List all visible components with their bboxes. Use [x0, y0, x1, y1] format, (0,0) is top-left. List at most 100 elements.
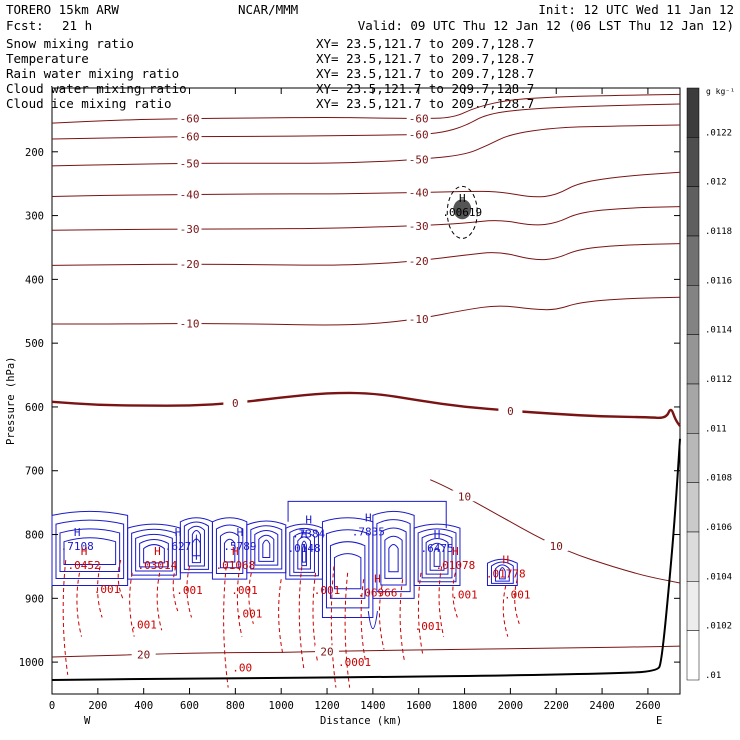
- x-tick-label: 1800: [452, 700, 477, 712]
- maximum-value: .06966: [358, 587, 398, 600]
- contour-label-bg: [406, 186, 431, 198]
- contour-label-bg: [177, 188, 202, 200]
- contour-label-bg: [131, 648, 156, 660]
- x-tick-label: 2400: [589, 700, 614, 712]
- x-tick-label: 0: [49, 700, 55, 712]
- contour-label-bg: [177, 130, 202, 142]
- colorbar-swatch: [686, 285, 700, 335]
- rain-water-contour: [438, 566, 445, 637]
- colorbar-label: .0112: [705, 375, 732, 385]
- cloud-water-contour: [333, 553, 362, 590]
- temperature-contour-label: -50: [409, 153, 429, 166]
- maximum-marker: H: [365, 511, 372, 524]
- temperature-contour-label: -60: [409, 129, 429, 142]
- rain-water-contour: [117, 559, 124, 599]
- cloud-water-contour: [429, 542, 445, 571]
- cloud-water-contour: [384, 535, 403, 579]
- cloud-water-contour: [413, 523, 461, 587]
- cloud-water-contour: [223, 538, 236, 563]
- rain-water-contour: [344, 572, 351, 688]
- rain-contour-label: .001: [314, 584, 341, 597]
- temperature-contour-label: -20: [409, 255, 429, 268]
- maximum-value: .7835: [352, 525, 385, 538]
- temperature-contour: [51, 124, 681, 167]
- colorbar-label: .0104: [705, 572, 732, 582]
- temperature-contour-label: -10: [409, 313, 429, 326]
- cloud-water-contour: [191, 538, 201, 557]
- colorbar-label: .0122: [705, 128, 732, 138]
- temperature-contour-label: -60: [180, 130, 200, 143]
- rain-contour-label: .00: [232, 662, 252, 675]
- y-tick-label: 700: [25, 466, 44, 478]
- cloud-water-contour: [486, 558, 518, 587]
- x-tick-label: 1400: [360, 700, 385, 712]
- rain-water-contour: [223, 566, 229, 688]
- y-tick-label: 1000: [19, 657, 44, 669]
- colorbar-label: .012: [705, 178, 727, 188]
- legend-xy: XY= 23.5,121.7 to 209.7,128.7: [316, 66, 534, 81]
- maximum-marker: H: [175, 526, 182, 539]
- colorbar-swatch: [686, 531, 700, 582]
- colorbar-swatch: [686, 630, 700, 681]
- temperature-contour: [51, 93, 681, 124]
- colorbar: .0122 .012 .0118 .0116 .0114 .0112 .011 .0108 .0…: [686, 87, 732, 681]
- rain-water-contour: [129, 572, 135, 637]
- rain-water-contour: [278, 579, 284, 656]
- temperature-contour: [51, 296, 681, 326]
- cloud-water-contours: [51, 500, 518, 630]
- maximum-value: .03014: [138, 559, 178, 572]
- x-tick-label: 1200: [314, 700, 339, 712]
- maximum-value: .01778: [486, 568, 526, 581]
- rain-water-contour: [360, 579, 367, 663]
- x-tick-label: 600: [180, 700, 199, 712]
- rain-contour-label: .0001: [338, 656, 371, 669]
- contour-label-bg: [177, 157, 202, 169]
- rain-water-contour: [76, 572, 82, 637]
- legend-entry: Temperature: [6, 51, 89, 66]
- contour-label-bg: [406, 219, 431, 231]
- legend-xy: XY= 23.5,121.7 to 209.7,128.7: [316, 51, 534, 66]
- contour-label-bg: [177, 258, 202, 270]
- contour-label-bg: [406, 112, 431, 124]
- temperature-contour-label: -20: [180, 258, 200, 271]
- maximum-marker: H: [74, 526, 81, 539]
- colorbar-swatch: [686, 235, 700, 286]
- maximum-value: .627: [165, 540, 192, 553]
- temperature-contour: [51, 103, 681, 140]
- colorbar-swatch: [686, 581, 700, 631]
- cloud-water-contour: [211, 517, 248, 580]
- temperature-contour-label: -50: [180, 157, 200, 170]
- maximum-marker: H: [459, 192, 466, 205]
- cloud-water-contour: [498, 567, 506, 580]
- temperature-contour-label: 20: [320, 645, 333, 658]
- colorbar-label: .0118: [705, 227, 732, 237]
- cloud-water-contour: [51, 510, 129, 587]
- cloud-water-contour: [246, 520, 287, 574]
- cloud-water-contour: [215, 524, 244, 574]
- cloud-water-contour: [301, 540, 307, 567]
- maximum-marker: H: [154, 545, 161, 558]
- colorbar-label: .0114: [705, 326, 732, 336]
- colorbar-label: .01: [705, 671, 721, 681]
- x-tick-label: 2000: [498, 700, 523, 712]
- contour-label-bg: [177, 112, 202, 124]
- maximum-value: .7108: [61, 540, 94, 553]
- cloud-water-contour: [262, 539, 271, 558]
- rain-water-contour: [417, 572, 424, 656]
- colorbar-swatch: [686, 186, 700, 237]
- colorbar-label: .0102: [705, 622, 732, 632]
- rain-water-contour: [330, 566, 337, 688]
- colorbar-unit: g kg⁻¹: [706, 87, 735, 96]
- colorbar-label: .0116: [705, 276, 732, 286]
- rain-water-contour: [172, 566, 179, 612]
- colorbar-swatch: [686, 482, 700, 533]
- maximum-value: .0148: [288, 542, 321, 555]
- x-axis-ticks: 0 200 400 600 800 1000 1200 1400 1600 1800 2000 220…: [49, 88, 661, 712]
- temperature-contour-label: 0: [232, 397, 239, 410]
- colorbar-swatch: [686, 433, 700, 483]
- maximum-marker: H: [452, 545, 459, 558]
- plot-area: .001.001.001.001.001.001.001.001.001.000…: [19, 87, 681, 712]
- terrain-line: [51, 438, 681, 681]
- legend-entry: Snow mixing ratio: [6, 36, 134, 51]
- contour-label-bg: [452, 490, 477, 502]
